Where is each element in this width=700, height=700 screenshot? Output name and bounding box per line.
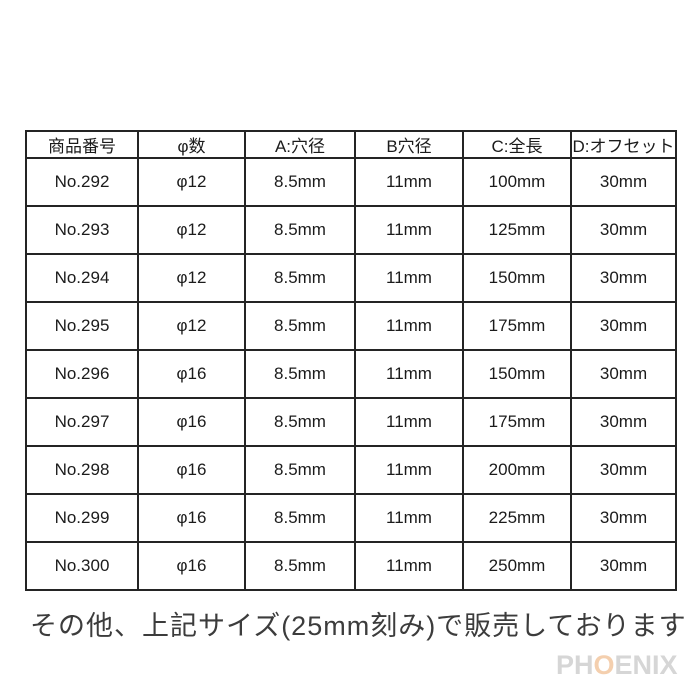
header-a-hole-diameter: A:穴径 [244, 130, 356, 159]
cell-length: 250mm [462, 541, 572, 591]
cell-offset: 30mm [570, 445, 677, 495]
cell-product-number: No.297 [25, 397, 139, 447]
cell-product-number: No.294 [25, 253, 139, 303]
cell-phi-count: φ16 [137, 445, 246, 495]
cell-phi-count: φ16 [137, 541, 246, 591]
cell-b-hole: 11mm [354, 205, 464, 255]
table-row: No.295 φ12 8.5mm 11mm 175mm 30mm [25, 301, 677, 351]
cell-a-hole: 8.5mm [244, 445, 356, 495]
cell-b-hole: 11mm [354, 253, 464, 303]
cell-length: 125mm [462, 205, 572, 255]
cell-b-hole: 11mm [354, 157, 464, 207]
logo-text-enix: ENIX [614, 650, 678, 680]
cell-b-hole: 11mm [354, 349, 464, 399]
table-row: No.300 φ16 8.5mm 11mm 250mm 30mm [25, 541, 677, 591]
table-row: No.299 φ16 8.5mm 11mm 225mm 30mm [25, 493, 677, 543]
cell-offset: 30mm [570, 301, 677, 351]
cell-product-number: No.295 [25, 301, 139, 351]
table-row: No.292 φ12 8.5mm 11mm 100mm 30mm [25, 157, 677, 207]
cell-b-hole: 11mm [354, 301, 464, 351]
cell-a-hole: 8.5mm [244, 301, 356, 351]
cell-b-hole: 11mm [354, 445, 464, 495]
cell-product-number: No.298 [25, 445, 139, 495]
cell-offset: 30mm [570, 253, 677, 303]
table-row: No.293 φ12 8.5mm 11mm 125mm 30mm [25, 205, 677, 255]
cell-a-hole: 8.5mm [244, 541, 356, 591]
cell-length: 175mm [462, 301, 572, 351]
cell-offset: 30mm [570, 541, 677, 591]
cell-phi-count: φ12 [137, 157, 246, 207]
cell-a-hole: 8.5mm [244, 397, 356, 447]
cell-product-number: No.299 [25, 493, 139, 543]
cell-length: 225mm [462, 493, 572, 543]
cell-length: 175mm [462, 397, 572, 447]
cell-b-hole: 11mm [354, 541, 464, 591]
table-header-row: 商品番号 φ数 A:穴径 B穴径 C:全長 D:オフセット [25, 130, 677, 159]
cell-a-hole: 8.5mm [244, 493, 356, 543]
cell-length: 200mm [462, 445, 572, 495]
cell-b-hole: 11mm [354, 397, 464, 447]
cell-phi-count: φ12 [137, 205, 246, 255]
cell-offset: 30mm [570, 205, 677, 255]
cell-length: 150mm [462, 253, 572, 303]
header-product-number: 商品番号 [25, 130, 139, 159]
cell-phi-count: φ12 [137, 301, 246, 351]
cell-offset: 30mm [570, 349, 677, 399]
cell-length: 100mm [462, 157, 572, 207]
cell-a-hole: 8.5mm [244, 205, 356, 255]
phoenix-logo: PHOENIX [556, 650, 678, 681]
header-d-offset: D:オフセット [570, 130, 677, 159]
cell-product-number: No.296 [25, 349, 139, 399]
cell-offset: 30mm [570, 157, 677, 207]
cell-phi-count: φ16 [137, 349, 246, 399]
logo-letter-o: O [593, 650, 615, 680]
cell-a-hole: 8.5mm [244, 349, 356, 399]
table-row: No.297 φ16 8.5mm 11mm 175mm 30mm [25, 397, 677, 447]
cell-offset: 30mm [570, 397, 677, 447]
table-row: No.298 φ16 8.5mm 11mm 200mm 30mm [25, 445, 677, 495]
cell-a-hole: 8.5mm [244, 157, 356, 207]
spec-table: 商品番号 φ数 A:穴径 B穴径 C:全長 D:オフセット No.292 φ12… [25, 130, 677, 591]
header-b-hole-diameter: B穴径 [354, 130, 464, 159]
cell-b-hole: 11mm [354, 493, 464, 543]
cell-phi-count: φ16 [137, 397, 246, 447]
logo-text-ph: PH [556, 650, 594, 680]
cell-a-hole: 8.5mm [244, 253, 356, 303]
cell-offset: 30mm [570, 493, 677, 543]
cell-product-number: No.293 [25, 205, 139, 255]
table-row: No.294 φ12 8.5mm 11mm 150mm 30mm [25, 253, 677, 303]
cell-phi-count: φ12 [137, 253, 246, 303]
cell-length: 150mm [462, 349, 572, 399]
header-phi-count: φ数 [137, 130, 246, 159]
cell-product-number: No.300 [25, 541, 139, 591]
footnote-text: その他、上記サイズ(25mm刻み)で販売しております [30, 611, 687, 641]
cell-product-number: No.292 [25, 157, 139, 207]
cell-phi-count: φ16 [137, 493, 246, 543]
header-c-total-length: C:全長 [462, 130, 572, 159]
table-row: No.296 φ16 8.5mm 11mm 150mm 30mm [25, 349, 677, 399]
